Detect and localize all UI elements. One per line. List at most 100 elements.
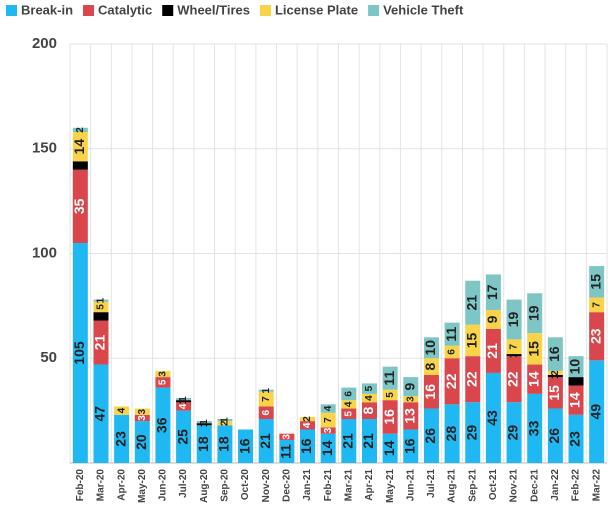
data-label: 26 — [546, 428, 562, 444]
data-label: 1 — [199, 421, 210, 427]
bar-segment — [258, 406, 274, 420]
data-label: 6 — [343, 391, 354, 397]
bar-segment — [568, 414, 584, 463]
bar-segment — [506, 299, 522, 340]
bar-segment — [589, 297, 605, 313]
bar-segment — [527, 333, 543, 365]
bar-segment — [527, 293, 543, 334]
bar-segment — [238, 429, 254, 463]
bar-segment — [300, 429, 316, 463]
x-tick-label: Nov-20 — [261, 469, 272, 503]
bar-segment — [547, 377, 563, 409]
bar-segment — [72, 243, 88, 463]
bar-segment — [114, 406, 130, 415]
bar-segment — [93, 299, 109, 302]
data-label: 16 — [546, 346, 562, 362]
bar-segment — [485, 310, 501, 329]
bar-segment — [279, 439, 295, 463]
bar-segment — [423, 358, 439, 376]
data-label: 3 — [282, 434, 293, 440]
legend-swatch — [259, 5, 271, 16]
data-label: 21 — [463, 295, 479, 311]
data-label: 2 — [550, 370, 561, 376]
legend-label: Break-in — [21, 2, 73, 17]
bar-segment — [485, 274, 501, 311]
data-label: 14 — [567, 392, 583, 408]
bar-segment — [341, 387, 357, 401]
data-label: 1 — [509, 352, 520, 358]
bar-segment — [134, 421, 150, 463]
data-label: 11 — [278, 444, 294, 459]
bar-segment — [382, 433, 398, 463]
data-label: 16 — [236, 438, 252, 454]
bar-segment — [403, 377, 419, 396]
bar-segment — [568, 377, 584, 386]
data-label: 6 — [447, 349, 458, 355]
data-label: 2 — [302, 416, 313, 422]
legend-label: Wheel/Tires — [177, 2, 250, 17]
bar-segment — [382, 389, 398, 401]
data-label: 29 — [505, 425, 521, 441]
data-label: 14 — [71, 139, 87, 155]
bar-segment — [176, 402, 192, 411]
x-tick-label: Nov-21 — [509, 469, 520, 503]
bar-segment — [93, 312, 109, 321]
data-label: 9 — [484, 315, 500, 323]
bar-segment — [382, 400, 398, 434]
bar-segment — [134, 414, 150, 422]
y-tick-label: 200 — [32, 35, 57, 52]
data-label: 1 — [220, 417, 231, 423]
data-label: 4 — [343, 401, 354, 407]
bar-segment — [114, 414, 130, 463]
x-tick-label: Apr-21 — [364, 469, 375, 501]
data-label: 5 — [158, 379, 169, 385]
bar-segment — [72, 131, 88, 162]
bar-segment — [217, 419, 233, 422]
data-label: 21 — [92, 335, 108, 351]
data-label: 4 — [302, 422, 313, 428]
data-label: 9 — [401, 382, 417, 390]
bar-segment — [506, 402, 522, 463]
bar-segment — [320, 412, 336, 428]
bar-segment — [258, 419, 274, 463]
data-label: 15 — [587, 274, 603, 290]
legend-swatch — [368, 5, 380, 16]
x-tick-label: Jun-20 — [158, 469, 169, 502]
data-label: 14 — [319, 440, 335, 456]
data-label: 4 — [178, 403, 189, 409]
bar-segment — [506, 339, 522, 355]
data-label: 22 — [505, 371, 521, 387]
data-label: 4 — [571, 378, 582, 384]
legend-swatch — [6, 5, 17, 16]
data-label: 3 — [158, 371, 169, 377]
x-tick-label: Aug-20 — [199, 469, 210, 503]
data-label: 49 — [587, 404, 603, 420]
data-label: 47 — [92, 406, 108, 422]
data-label: 5 — [385, 392, 396, 398]
bar-segment — [300, 416, 316, 422]
data-label: 16 — [401, 438, 417, 454]
legend-swatch — [83, 5, 95, 16]
data-label: 1 — [178, 396, 189, 402]
data-label: 36 — [154, 417, 170, 433]
bar-segment — [176, 400, 192, 403]
bar-segment — [485, 328, 501, 373]
x-tick-label: Jun-21 — [405, 469, 416, 502]
bar-segment — [547, 408, 563, 463]
bar-segment — [465, 324, 481, 357]
legend-label: Vehicle Theft — [383, 2, 464, 17]
data-label: 22 — [463, 371, 479, 387]
data-label: 20 — [133, 434, 149, 450]
bar-segment — [134, 408, 150, 415]
x-tick-label: Dec-21 — [529, 469, 540, 502]
data-label: 16 — [422, 384, 438, 400]
y-tick-label: 150 — [32, 140, 57, 157]
bar-segment — [527, 364, 543, 394]
data-label: 7 — [261, 396, 272, 402]
data-label: 22 — [443, 373, 459, 389]
data-label: 5 — [96, 304, 107, 310]
bar-segment — [444, 404, 460, 463]
data-label: 3 — [137, 408, 148, 414]
x-tick-label: Jul-21 — [426, 469, 437, 498]
bar-segment — [547, 375, 563, 378]
